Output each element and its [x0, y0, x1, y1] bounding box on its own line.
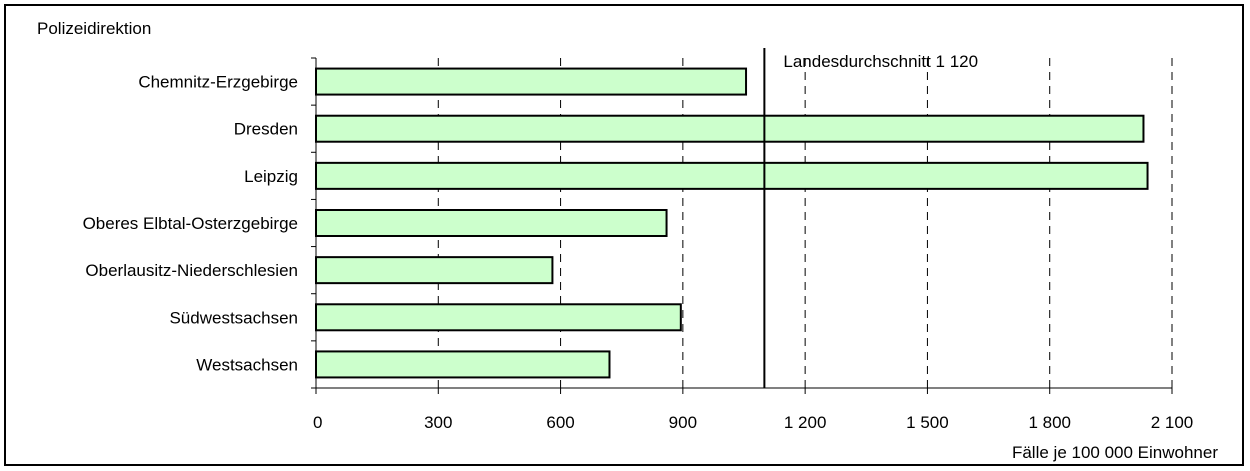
category-axis-title: Polizeidirektion	[37, 19, 151, 38]
category-label: Oberlausitz-Niederschlesien	[85, 261, 298, 280]
x-tick-label: 1 500	[906, 413, 949, 432]
category-label: Dresden	[234, 120, 298, 139]
x-tick-label: 2 100	[1151, 413, 1194, 432]
category-label: Chemnitz-Erzgebirge	[138, 73, 298, 92]
bar	[315, 303, 682, 332]
x-tick-label: 900	[669, 413, 697, 432]
bar	[315, 209, 668, 237]
category-label: Oberes Elbtal-Osterzgebirge	[83, 214, 298, 233]
x-axis-title: Fälle je 100 000 Einwohner	[1012, 443, 1218, 462]
x-tick-label: 1 200	[784, 413, 827, 432]
category-label: Südwestsachsen	[169, 308, 298, 327]
category-label: Westsachsen	[196, 355, 298, 374]
x-tick-label: 1 800	[1028, 413, 1071, 432]
bar	[315, 114, 1145, 143]
bar	[315, 161, 1149, 190]
category-label: Leipzig	[244, 167, 298, 186]
x-tick-label: 300	[424, 413, 452, 432]
x-tick-label: 0	[313, 413, 322, 432]
labels: Landesdurchschnitt 1 120 Chemnitz-Erzgebi…	[83, 52, 1194, 432]
reference-line-label: Landesdurchschnitt 1 120	[783, 52, 978, 71]
x-tick-label: 600	[546, 413, 574, 432]
bars	[315, 67, 1149, 379]
axes	[311, 48, 1173, 394]
bar	[315, 67, 748, 96]
bar	[315, 350, 611, 379]
bar	[315, 256, 554, 285]
